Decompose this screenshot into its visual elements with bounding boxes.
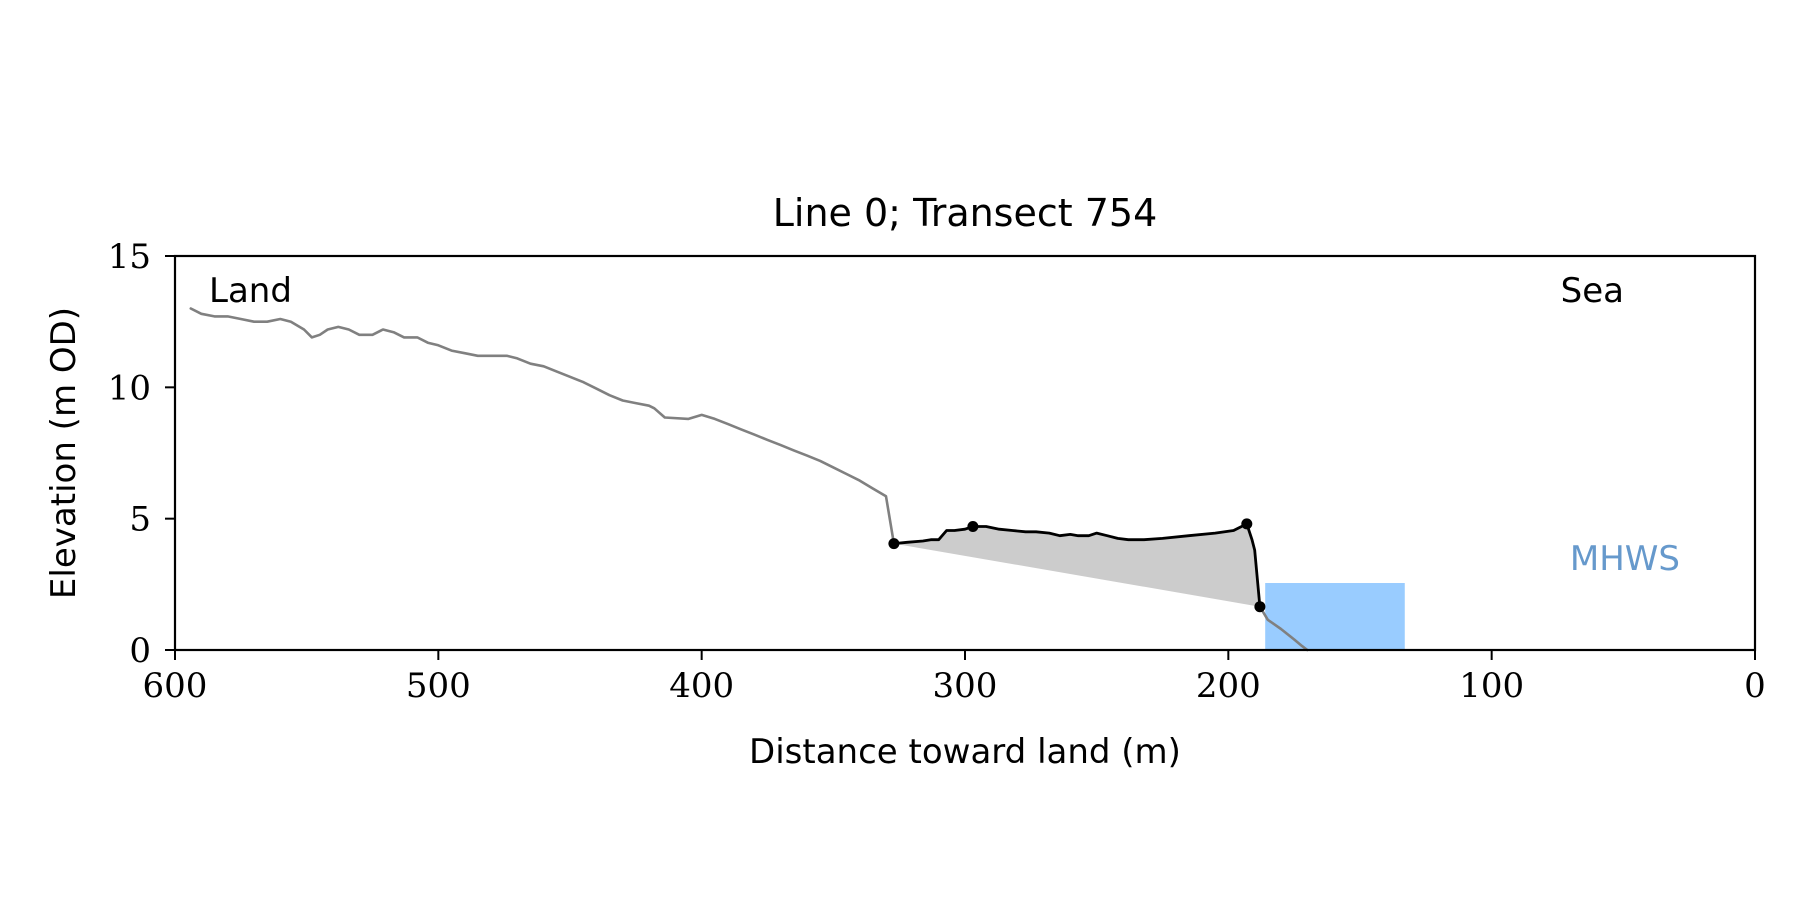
x-tick-label: 400	[669, 666, 734, 706]
dune-marker-0	[888, 538, 900, 550]
sea-annotation: Sea	[1561, 271, 1624, 311]
dune-marker-3	[1254, 601, 1266, 613]
y-axis-label: Elevation (m OD)	[44, 307, 84, 599]
x-axis-label: Distance toward land (m)	[749, 732, 1181, 772]
dune-fill-layer	[893, 523, 1260, 607]
y-tick-label: 15	[108, 237, 151, 277]
x-tick-label: 200	[1196, 666, 1261, 706]
marker-layer	[888, 518, 1266, 613]
dune-marker-1	[967, 521, 979, 532]
line-layer	[189, 307, 1309, 652]
x-tick-label: 0	[1744, 666, 1766, 706]
y-tick-label: 10	[108, 368, 151, 408]
x-ticks: 600 500 400 300 200 100 0	[143, 650, 1766, 706]
y-ticks: 0 5 10 15	[108, 237, 175, 671]
land-annotation: Land	[209, 271, 292, 311]
mhws-label: MHWS	[1570, 539, 1680, 579]
x-tick-label: 100	[1459, 666, 1524, 706]
x-tick-label: 500	[406, 666, 471, 706]
y-tick-label: 5	[129, 500, 151, 540]
x-tick-label: 600	[143, 666, 208, 706]
mhws-box	[1265, 583, 1405, 650]
dune-volume-fill	[893, 523, 1260, 607]
y-tick-label: 0	[129, 631, 151, 671]
x-tick-label: 300	[933, 666, 998, 706]
dune-marker-2	[1241, 518, 1253, 530]
chart-title: Line 0; Transect 754	[773, 191, 1158, 235]
plot-frame	[173, 254, 1757, 652]
profile-line	[189, 307, 896, 545]
dune-line	[892, 522, 1262, 609]
profile-seaward-line	[1258, 605, 1309, 652]
mhws-layer	[1265, 583, 1405, 650]
